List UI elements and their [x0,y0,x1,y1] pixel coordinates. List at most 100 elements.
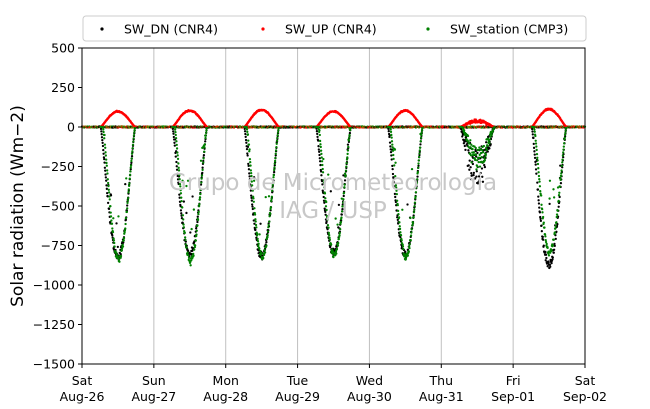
sw-dn-point [389,145,392,148]
sw-station-point [482,144,486,148]
sw-station-point [101,126,105,129]
sw-station-point [411,222,415,225]
sw-station-point [335,247,339,251]
sw-dn-point [204,140,207,143]
sw-dn-point [101,138,104,142]
sw-station-point [103,143,107,146]
sw-station-point [103,133,106,137]
sw-station-point [190,227,193,231]
sw-station-point [276,133,279,137]
sw-dn-point [553,242,556,246]
sw-station-point [349,128,352,132]
sw-station-point [205,131,208,134]
sw-station-point [407,250,410,254]
sw-dn-point [244,132,247,136]
sw-station-point [267,195,271,198]
sw-dn-point [109,194,113,197]
sw-station-point [110,219,113,222]
sw-station-point [401,208,404,211]
sw-station-point [346,156,349,159]
sw-dn-point [474,177,477,180]
sw-station-point [548,197,551,200]
sw-station-point [545,242,548,246]
sw-dn-point [530,127,534,131]
sw-station-point [564,128,567,132]
sw-station-point [124,227,127,230]
sw-dn-point [317,148,320,151]
sw-station-point [483,158,487,162]
sw-dn-point [390,158,393,161]
sw-dn-point [126,204,129,207]
sw-dn-point [549,265,552,268]
sw-station-point [340,210,344,213]
sw-station-point [562,145,565,148]
sw-station-point [109,215,113,218]
sw-station-point [493,126,496,129]
sw-station-point [192,254,195,257]
sw-station-point [201,168,204,171]
sw-station-point [535,148,538,152]
legend-label: SW_UP (CNR4) [285,22,377,37]
sw-station-point [418,149,421,152]
sw-station-point [124,216,128,220]
sw-station-point [558,185,562,188]
sw-dn-point [316,132,319,136]
sw-station-point [112,217,115,220]
sw-station-point [322,179,325,182]
sw-station-point [489,135,492,138]
sw-dn-point [387,130,390,133]
sw-dn-point [412,214,415,217]
sw-dn-point [544,253,548,256]
sw-station-point [196,218,200,222]
sw-dn-point [250,194,253,197]
sw-station-point [409,239,412,242]
sw-dn-point [322,195,325,199]
sw-station-point [477,160,480,164]
sw-dn-point [103,166,107,169]
sw-station-point [183,231,186,234]
sw-station-point [419,140,422,143]
sw-station-point [540,203,543,206]
sw-station-point [176,154,179,157]
sw-dn-point [540,224,543,227]
sw-dn-point [483,163,486,167]
sw-station-point [484,153,487,156]
sw-station-point [396,209,400,213]
sw-station-point [198,198,201,201]
sw-dn-point [348,131,352,135]
sw-station-point [342,198,345,201]
sw-dn-point [533,153,536,156]
sw-dn-point [389,150,393,154]
sw-station-point [345,158,349,161]
sw-station-point [537,167,540,170]
sw-station-point [249,160,252,164]
sw-dn-point [551,258,554,261]
sw-station-point [182,218,185,221]
sw-station-point [543,226,546,229]
sw-dn-point [251,205,254,208]
sw-dn-point [548,202,551,205]
sw-station-point [327,231,331,235]
y-tick-label: 500 [51,41,75,56]
sw-station-point [192,252,195,256]
sw-dn-point [340,213,343,216]
sw-station-point [129,166,132,169]
sw-dn-point [531,130,534,133]
sw-station-point [178,174,181,177]
sw-station-point [474,146,477,150]
sw-dn-point [388,141,392,144]
sw-station-point [203,150,206,153]
sw-station-point [551,244,554,247]
sw-station-point [321,167,324,171]
sw-station-point [346,152,349,156]
sw-station-point [175,147,179,150]
sw-dn-point [119,253,122,256]
sw-station-point [203,146,206,149]
sw-station-point [276,131,280,134]
sw-station-point [411,224,414,227]
sw-station-point [181,179,184,182]
sw-station-point [266,230,270,233]
sw-station-point [178,178,181,181]
sw-dn-point [316,135,319,138]
sw-station-point [184,238,187,242]
